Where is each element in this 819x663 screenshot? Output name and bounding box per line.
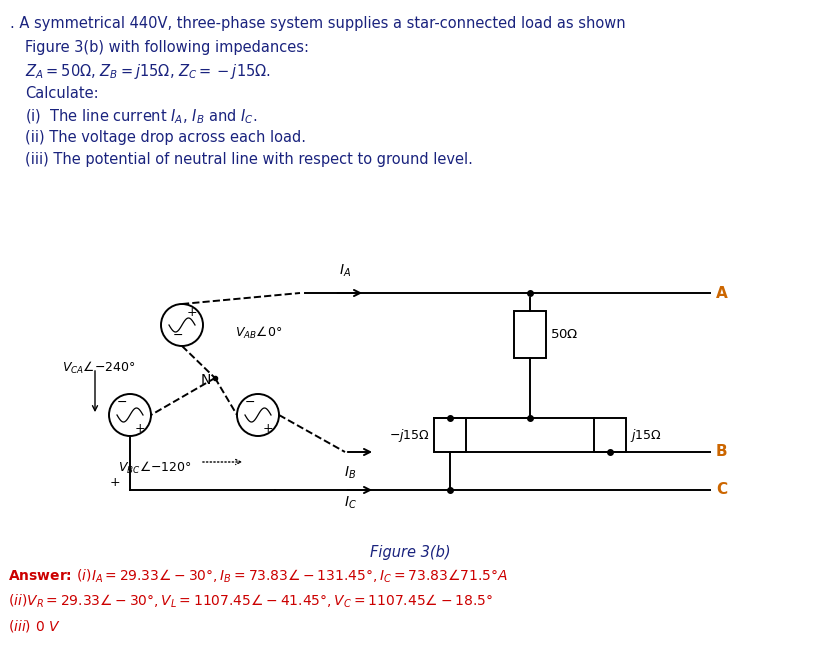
Text: $(iii)$ $0$ $V$: $(iii)$ $0$ $V$ <box>8 618 61 634</box>
Text: $V_{AB}\angle{0°}$: $V_{AB}\angle{0°}$ <box>235 325 283 341</box>
Text: (ii) The voltage drop across each load.: (ii) The voltage drop across each load. <box>25 130 306 145</box>
Bar <box>594 418 626 452</box>
Text: N: N <box>201 373 211 387</box>
Text: Calculate:: Calculate: <box>25 86 98 101</box>
Text: $-j15\Omega$: $-j15\Omega$ <box>389 426 430 444</box>
Bar <box>434 418 466 452</box>
Text: +: + <box>134 422 145 434</box>
Text: $I_B$: $I_B$ <box>344 465 356 481</box>
Text: Figure 3(b) with following impedances:: Figure 3(b) with following impedances: <box>25 40 309 55</box>
Text: +: + <box>263 422 274 434</box>
Text: . A symmetrical 440V, three-phase system supplies a star-connected load as shown: . A symmetrical 440V, three-phase system… <box>10 16 626 31</box>
Text: $j15\Omega$: $j15\Omega$ <box>630 426 662 444</box>
Text: $V_{CA}\angle{-240°}$: $V_{CA}\angle{-240°}$ <box>62 360 136 376</box>
Text: −: − <box>245 396 256 408</box>
Text: $(ii)V_R = 29.33\angle - 30°,V_L = 1107.45\angle - 41.45°,V_C = 1107.45\angle - : $(ii)V_R = 29.33\angle - 30°,V_L = 1107.… <box>8 593 493 611</box>
Text: −: − <box>117 396 127 408</box>
Text: +: + <box>110 475 120 489</box>
Text: (i)  The line current $I_A$, $I_B$ and $I_C$.: (i) The line current $I_A$, $I_B$ and $I… <box>25 108 257 127</box>
Text: $V_{BC}\angle{-120°}$: $V_{BC}\angle{-120°}$ <box>118 460 192 476</box>
Text: $Z_A = 50\Omega$, $Z_B = j15\Omega$, $Z_C = -j15\Omega$.: $Z_A = 50\Omega$, $Z_B = j15\Omega$, $Z_… <box>25 62 271 81</box>
Text: Answer: $(i)I_A = 29.33\angle - 30°,I_B = 73.83\angle - 131.45°,I_C = 73.83\angl: Answer: $(i)I_A = 29.33\angle - 30°,I_B … <box>8 568 508 585</box>
Text: A: A <box>716 286 728 300</box>
Text: C: C <box>716 483 727 497</box>
Bar <box>514 311 546 358</box>
Text: $50\Omega$: $50\Omega$ <box>550 328 578 341</box>
Text: Figure 3(b): Figure 3(b) <box>369 545 450 560</box>
Text: (iii) The potential of neutral line with respect to ground level.: (iii) The potential of neutral line with… <box>25 152 473 167</box>
Text: +: + <box>187 306 197 318</box>
Text: −: − <box>173 328 183 341</box>
Text: B: B <box>716 444 727 459</box>
Text: $I_C$: $I_C$ <box>343 495 356 511</box>
Text: $I_A$: $I_A$ <box>339 263 351 279</box>
